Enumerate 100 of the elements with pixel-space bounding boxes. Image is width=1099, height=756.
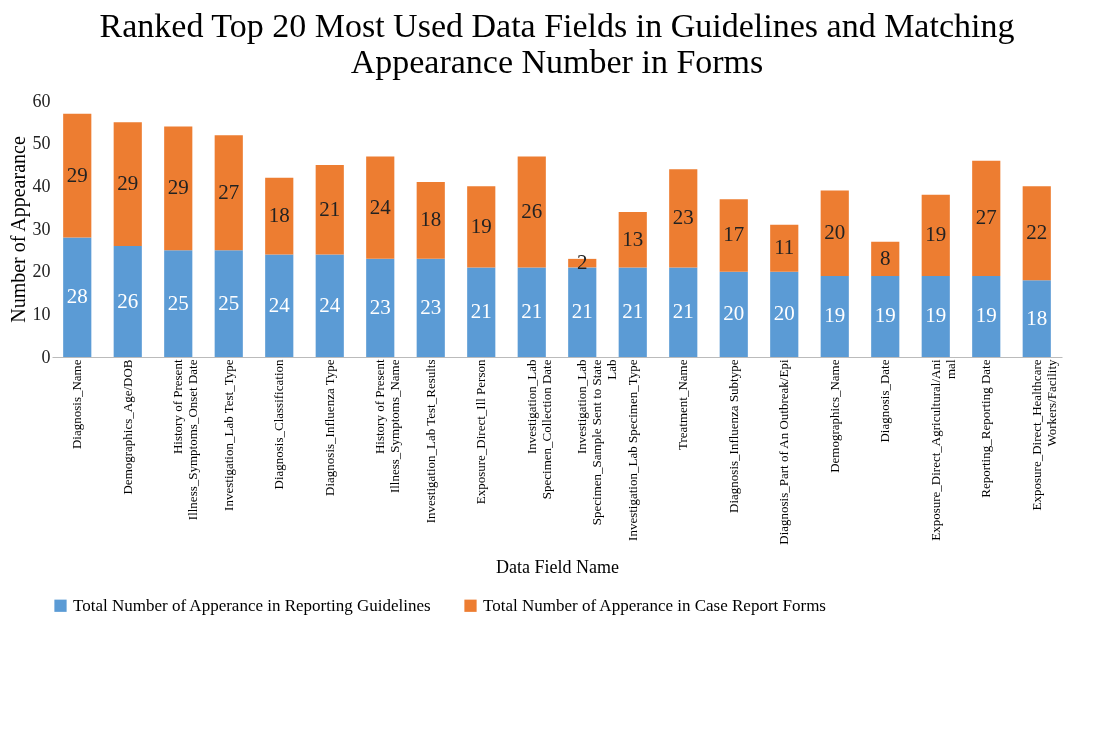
data-label: 21 [470,299,492,324]
y-tick-label: 40 [32,175,51,196]
data-label: 22 [1026,220,1048,245]
bar [113,246,142,357]
data-label: 19 [925,222,947,247]
bar [467,186,496,268]
bar [517,267,546,357]
x-tick-label: Diagnosis_Date [877,359,893,443]
bar [820,190,849,276]
bar [568,267,597,357]
x-tick-label: Diagnosis_Name [69,359,85,450]
bar [113,122,142,247]
bar [416,182,445,259]
data-label: 17 [723,222,745,247]
bar [63,113,92,238]
data-label: 28 [66,284,88,309]
x-tick-label: Diagnosis_Influenza Type [321,359,337,496]
x-tick-label: History of Present Illness_Symptoms_Onset Date [170,359,201,521]
y-axis-title: Number of Appearance [6,136,30,323]
data-label: 19 [824,303,846,328]
bar [164,126,193,251]
x-tick-label: Investigation_Lab Specimen_Collection Date [523,359,554,500]
x-tick-label: History of Present Illness_Symptoms_Name [372,359,403,494]
bar [265,254,294,357]
x-tick-label: Investigation_Lab Test_Results [422,359,438,524]
data-label: 24 [319,292,341,317]
data-label: 23 [420,294,442,319]
bar [618,211,647,268]
data-label: 13 [622,226,644,251]
bar [517,156,546,268]
data-label: 19 [925,303,947,328]
bar [265,177,294,255]
bar [618,267,647,357]
bar [1022,186,1051,281]
data-label: 20 [773,301,795,326]
data-label: 21 [319,196,341,221]
y-tick-label: 50 [32,133,51,154]
bar [164,250,193,357]
x-tick-label: Exposure_Direct_Ill Person [473,359,489,505]
bar [467,267,496,357]
bar [366,156,395,259]
bar [921,194,950,276]
data-label: 19 [874,303,896,328]
bar [871,275,900,357]
x-tick-label: Reporting_Reporting Date [978,359,994,498]
data-label: 25 [167,290,189,315]
chart-title: Ranked Top 20 Most Used Data Fields in Guidelines and Matching Appearance Number in Forms [99,7,1015,80]
data-label: 25 [218,290,240,315]
legend-label: Total Number of Apperance in Reporting Guidelines [73,595,431,615]
bar [63,237,92,357]
data-label: 20 [824,220,846,245]
bar [315,165,344,255]
bar [214,135,243,251]
bar [366,258,395,357]
bar [1022,280,1051,357]
data-label: 11 [774,235,795,260]
bar [669,267,698,357]
data-label: 23 [672,205,694,230]
data-label: 23 [369,294,391,319]
data-label: 18 [268,203,290,228]
data-label: 8 [880,245,891,270]
y-tick-label: 20 [32,261,51,282]
x-tick-label: Demographics_Name [826,359,842,473]
data-label: 20 [723,301,745,326]
data-label: 21 [521,299,543,324]
data-label: 21 [622,299,644,324]
bar [820,275,849,357]
data-label: 26 [117,288,139,313]
bar [770,271,799,357]
bar [719,199,748,272]
data-label: 29 [117,171,139,196]
data-label: 18 [420,207,442,232]
bar [921,275,950,357]
x-tick-label: Diagnosis_Classification [271,359,287,490]
x-tick-label: Diagnosis_Influenza Subtype [725,359,741,513]
data-label: 24 [369,194,392,219]
bar [719,271,748,357]
x-tick-label: Investigation_Lab Specimen_Sample Sent to State Lab [574,359,620,526]
y-tick-label: 60 [32,90,51,111]
bar [972,160,1001,276]
data-label: 29 [167,175,189,200]
x-tick-label: Investigation_Lab Specimen_Type [624,359,640,541]
data-label: 29 [66,162,88,187]
data-label: 27 [218,179,240,204]
data-label: 19 [975,303,997,328]
data-label: 21 [571,299,593,324]
y-tick-label: 0 [41,346,51,367]
x-axis-title: Data Field Name [496,557,619,578]
bar [416,258,445,357]
bar [770,224,799,272]
bar [315,254,344,357]
bar [669,169,698,268]
data-label: 19 [470,213,492,238]
data-label: 21 [672,299,694,324]
x-tick-label: Demographics_Age/DOB [119,359,135,495]
data-label: 24 [268,292,291,317]
bar [214,250,243,357]
x-tick-label: Investigation_Lab Test_Type [220,359,236,511]
y-tick-label: 10 [32,303,51,324]
x-tick-label: Exposure_Direct_Agricultural/Ani mal [927,359,958,541]
